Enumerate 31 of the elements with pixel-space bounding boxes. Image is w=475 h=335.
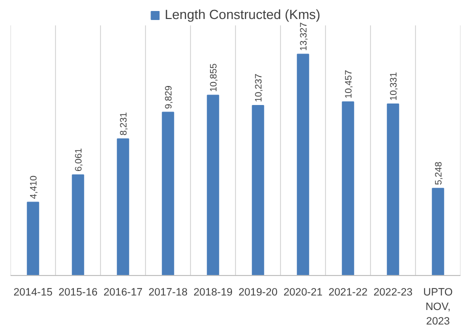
bar bbox=[162, 112, 174, 276]
bar bbox=[26, 202, 40, 276]
x-tick-label: 2022-23 bbox=[373, 286, 413, 298]
x-tick-label: 2021-22 bbox=[328, 286, 368, 298]
x-tick-label: 2014-15 bbox=[13, 286, 53, 298]
legend-label: Length Constructed (Kms) bbox=[164, 7, 320, 22]
data-label: 10,457 bbox=[344, 70, 354, 99]
x-tick-label: 2018-19 bbox=[193, 286, 233, 298]
data-label: 10,331 bbox=[388, 72, 398, 101]
bar bbox=[206, 94, 220, 276]
bar bbox=[296, 54, 310, 276]
data-label: 9,829 bbox=[164, 86, 174, 109]
x-tick-label: 2016-17 bbox=[103, 286, 143, 298]
bar bbox=[342, 101, 354, 276]
data-label: 5,248 bbox=[434, 162, 444, 186]
bar bbox=[116, 138, 130, 276]
data-label: 8,231 bbox=[118, 112, 128, 136]
bar bbox=[72, 174, 84, 276]
bar bbox=[386, 103, 400, 276]
x-tick-label: 2015-16 bbox=[58, 286, 98, 298]
data-label: 10,237 bbox=[254, 74, 264, 102]
data-label: 13,327 bbox=[298, 22, 308, 51]
data-label: 4,410 bbox=[28, 176, 38, 199]
data-label: 10,855 bbox=[208, 63, 218, 92]
bar bbox=[252, 105, 264, 276]
x-tick-label: 2019-20 bbox=[238, 286, 278, 298]
x-tick-label: UPTO NOV, 2023 bbox=[423, 286, 453, 328]
x-tick-label: 2020-21 bbox=[283, 286, 323, 298]
data-label: 6,061 bbox=[74, 148, 84, 172]
bar bbox=[432, 188, 444, 276]
x-tick-label: 2017-18 bbox=[148, 286, 188, 298]
